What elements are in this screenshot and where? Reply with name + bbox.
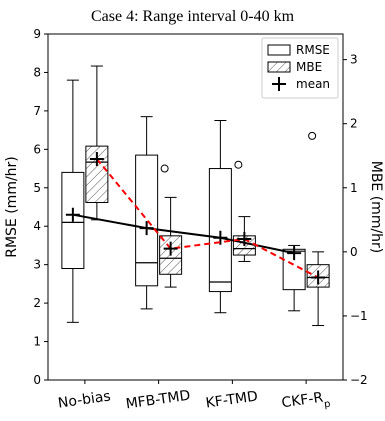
legend-label-rmse: RMSE xyxy=(296,43,330,57)
box-iqr xyxy=(208,168,232,293)
left-tick-label: 2 xyxy=(33,296,41,310)
box-rmse xyxy=(208,120,243,314)
mean-marker xyxy=(311,270,326,285)
chart-title: Case 4: Range interval 0-40 km xyxy=(90,8,295,25)
outlier-point xyxy=(234,160,243,169)
mbe-mean-line xyxy=(96,158,319,279)
box-mbe xyxy=(85,65,109,221)
mean-marker xyxy=(65,207,80,222)
left-tick-label: 4 xyxy=(33,219,41,233)
plot-area xyxy=(47,33,344,381)
box-mbe xyxy=(306,251,330,327)
left-axis-label: RMSE (mm/hr) xyxy=(4,156,20,258)
left-tick-label: 7 xyxy=(33,104,41,118)
left-tick-label: 9 xyxy=(33,27,41,41)
category-label: CKF-Rp xyxy=(281,389,332,416)
right-tick-label: 0 xyxy=(350,245,358,259)
left-tick-label: 1 xyxy=(33,335,41,349)
right-tick-label: −1 xyxy=(350,309,368,323)
outlier-point xyxy=(308,131,317,140)
box-rmse xyxy=(61,79,85,323)
category-label: No-bias xyxy=(57,388,112,411)
box-rmse xyxy=(282,131,317,312)
left-tick-label: 6 xyxy=(33,142,41,156)
left-tick-label: 8 xyxy=(33,65,41,79)
left-tick-label: 5 xyxy=(33,181,41,195)
mean-marker xyxy=(163,241,178,256)
right-tick-label: 1 xyxy=(350,181,358,195)
category-label: KF-TMD xyxy=(205,388,259,411)
legend-label-mbe: MBE xyxy=(296,60,322,74)
right-tick-label: 2 xyxy=(350,117,358,131)
mean-marker xyxy=(139,221,154,236)
legend-swatch-mbe xyxy=(267,61,291,73)
mean-marker xyxy=(237,232,252,247)
mean-marker xyxy=(89,151,104,166)
box-rmse xyxy=(135,116,169,310)
outlier-point xyxy=(160,164,169,173)
legend-swatch-mean xyxy=(272,77,286,91)
box-iqr xyxy=(85,145,109,204)
left-tick-label: 0 xyxy=(33,373,41,387)
box-iqr xyxy=(135,154,159,287)
mean-marker xyxy=(213,230,228,245)
rmse-mean-line xyxy=(72,213,295,255)
right-tick-label: −2 xyxy=(350,373,368,387)
left-tick-label: 3 xyxy=(33,258,41,272)
legend-label-mean: mean xyxy=(296,77,330,91)
mean-marker xyxy=(287,246,302,261)
right-axis-label: MBE (mm/hr) xyxy=(368,161,384,254)
category-label: MFB-TMD xyxy=(125,388,192,413)
legend-swatch-rmse xyxy=(267,44,291,56)
category-label-subscript: p xyxy=(323,398,331,410)
right-tick-label: 3 xyxy=(350,53,358,67)
